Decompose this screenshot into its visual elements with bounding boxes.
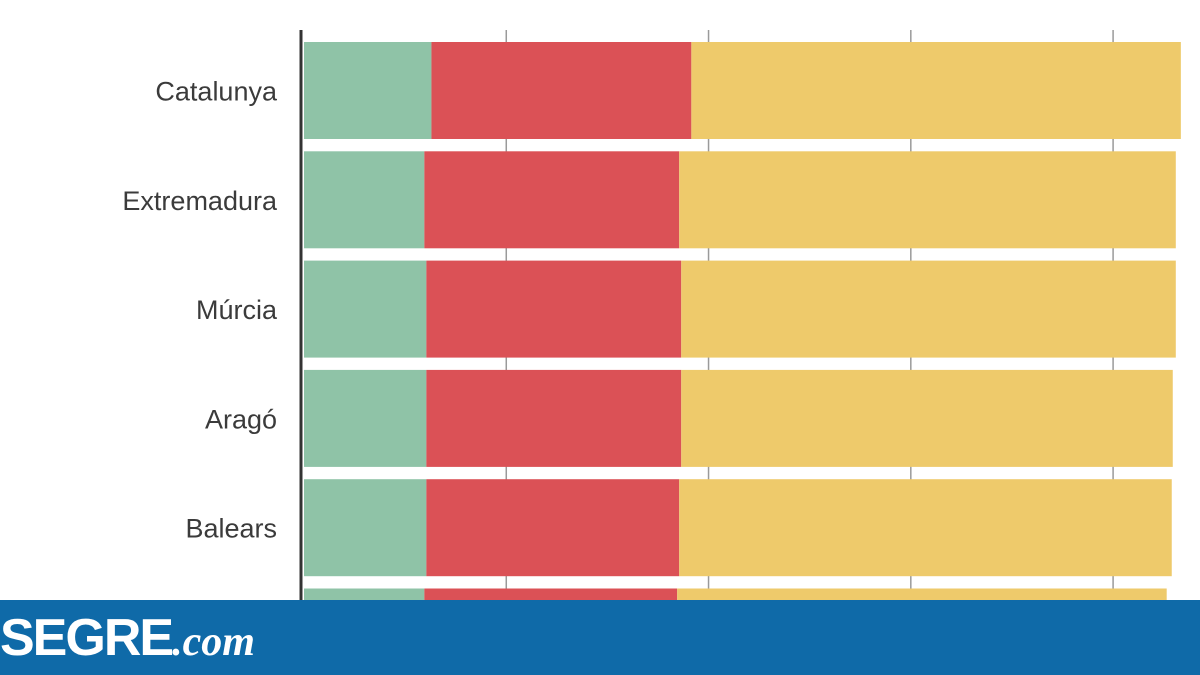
bar-segment-2-row-2 <box>424 151 680 249</box>
bar-segment-3-row-3 <box>681 260 1176 358</box>
bar-segment-2-row-1 <box>431 42 692 139</box>
bar-segment-2-row-6 <box>424 588 678 600</box>
bar-segment-3-row-1 <box>691 42 1181 139</box>
category-label: Balears <box>185 514 277 544</box>
bar-segment-3-row-5 <box>679 479 1172 577</box>
brand-footer: SEGRE.com <box>0 600 1200 675</box>
bar-segment-3-row-4 <box>681 369 1173 467</box>
bar-segment-1-row-2 <box>304 151 425 249</box>
category-labels: Catalunya Extremadura Múrcia Aragó Balears <box>122 77 278 544</box>
category-label: Extremadura <box>122 186 278 216</box>
bar-segment-2-row-5 <box>426 479 680 577</box>
brand-name: SEGRE <box>0 609 174 667</box>
bar-segment-3-row-6 <box>677 588 1167 600</box>
bar-segment-2-row-4 <box>426 369 682 467</box>
category-label: Aragó <box>205 404 277 434</box>
category-label: Múrcia <box>196 295 278 325</box>
segre-logo[interactable]: SEGRE.com <box>0 608 255 668</box>
bar-segment-2-row-3 <box>426 260 682 358</box>
brand-suffix: .com <box>172 619 255 665</box>
stacked-bar-chart: Catalunya Extremadura Múrcia Aragó Balears <box>122 30 1181 600</box>
bars <box>304 42 1181 600</box>
bar-segment-1-row-6 <box>304 588 425 600</box>
bar-segment-1-row-5 <box>304 479 427 577</box>
bar-segment-1-row-4 <box>304 369 427 467</box>
bar-segment-1-row-1 <box>304 42 432 139</box>
bar-segment-1-row-3 <box>304 260 427 358</box>
category-label: Catalunya <box>155 77 278 107</box>
bar-segment-3-row-2 <box>679 151 1176 249</box>
